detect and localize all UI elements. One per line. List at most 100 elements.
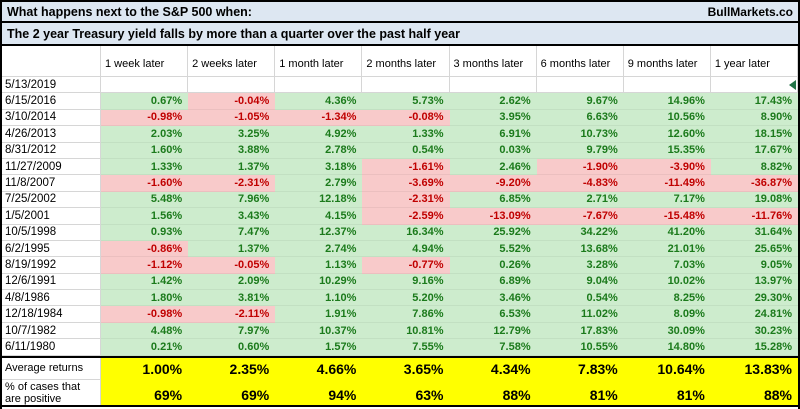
return-cell[interactable]: 21.01% [623, 240, 711, 258]
return-cell[interactable]: -15.48% [623, 208, 711, 225]
average-return-cell[interactable]: 2.35% [188, 357, 276, 380]
return-cell[interactable]: 10.81% [362, 322, 450, 340]
return-cell[interactable]: 12.37% [275, 224, 363, 241]
return-cell[interactable]: 0.26% [449, 257, 537, 274]
return-cell[interactable]: 3.25% [188, 126, 276, 143]
return-cell[interactable]: 8.25% [623, 290, 711, 307]
return-cell[interactable]: 17.67% [710, 142, 798, 159]
return-cell[interactable]: -11.76% [710, 208, 798, 225]
return-cell[interactable]: -1.05% [188, 109, 276, 127]
return-cell[interactable]: 30.23% [710, 322, 798, 340]
return-cell[interactable]: 14.96% [623, 93, 711, 110]
return-cell[interactable]: 15.35% [623, 142, 711, 159]
return-cell[interactable]: 2.46% [449, 158, 537, 176]
return-cell[interactable]: -1.60% [101, 175, 189, 192]
return-cell[interactable]: -0.98% [101, 109, 189, 127]
return-cell[interactable]: -0.86% [101, 240, 189, 258]
return-cell[interactable]: 12.79% [449, 322, 537, 340]
date-cell[interactable]: 7/25/2002 [2, 191, 101, 209]
return-cell[interactable]: 14.80% [623, 339, 711, 356]
return-cell[interactable]: 10.73% [536, 126, 624, 143]
return-cell[interactable] [623, 77, 711, 94]
date-cell[interactable]: 6/2/1995 [2, 240, 101, 258]
return-cell[interactable]: 2.78% [275, 142, 363, 159]
return-cell[interactable]: 7.17% [623, 191, 711, 209]
return-cell[interactable]: 6.85% [449, 191, 537, 209]
return-cell[interactable]: 34.22% [536, 224, 624, 241]
return-cell[interactable]: 7.97% [188, 322, 276, 340]
return-cell[interactable]: 17.83% [536, 322, 624, 340]
return-cell[interactable]: 2.62% [449, 93, 537, 110]
return-cell[interactable] [449, 77, 537, 94]
return-cell[interactable]: -0.05% [188, 257, 276, 274]
date-cell[interactable]: 1/5/2001 [2, 208, 101, 225]
column-header[interactable]: 3 months later [449, 46, 537, 77]
return-cell[interactable]: 12.60% [623, 126, 711, 143]
return-cell[interactable]: 1.33% [101, 158, 189, 176]
return-cell[interactable]: 8.09% [623, 306, 711, 323]
column-header[interactable]: 1 year later [710, 46, 798, 77]
return-cell[interactable]: 17.43% [710, 93, 798, 110]
return-cell[interactable] [275, 77, 363, 94]
return-cell[interactable]: 7.96% [188, 191, 276, 209]
return-cell[interactable]: 31.64% [710, 224, 798, 241]
return-cell[interactable]: 3.95% [449, 109, 537, 127]
return-cell[interactable]: -2.11% [188, 306, 276, 323]
return-cell[interactable]: -0.08% [362, 109, 450, 127]
return-cell[interactable]: 2.74% [275, 240, 363, 258]
return-cell[interactable]: 30.09% [623, 322, 711, 340]
return-cell[interactable]: 19.08% [710, 191, 798, 209]
return-cell[interactable] [362, 77, 450, 94]
return-cell[interactable]: 18.15% [710, 126, 798, 143]
return-cell[interactable]: 0.21% [101, 339, 189, 356]
return-cell[interactable]: 3.81% [188, 290, 276, 307]
average-return-cell[interactable]: 3.65% [362, 357, 450, 380]
return-cell[interactable]: -1.90% [536, 158, 624, 176]
return-cell[interactable]: 9.05% [710, 257, 798, 274]
return-cell[interactable]: 1.60% [101, 142, 189, 159]
return-cell[interactable]: -9.20% [449, 175, 537, 192]
return-cell[interactable]: 10.29% [275, 273, 363, 291]
return-cell[interactable]: 13.68% [536, 240, 624, 258]
return-cell[interactable]: -4.83% [536, 175, 624, 192]
return-cell[interactable]: 2.71% [536, 191, 624, 209]
return-cell[interactable]: -36.87% [710, 175, 798, 192]
return-cell[interactable]: 12.18% [275, 191, 363, 209]
average-return-cell[interactable]: 13.83% [710, 357, 798, 380]
date-cell[interactable]: 4/8/1986 [2, 290, 101, 307]
return-cell[interactable]: -2.31% [362, 191, 450, 209]
return-cell[interactable]: 7.58% [449, 339, 537, 356]
return-cell[interactable]: 3.43% [188, 208, 276, 225]
return-cell[interactable]: 6.89% [449, 273, 537, 291]
return-cell[interactable]: 8.90% [710, 109, 798, 127]
return-cell[interactable]: 10.56% [623, 109, 711, 127]
average-return-cell[interactable]: 4.34% [449, 357, 537, 380]
percent-positive-cell[interactable]: 94% [275, 379, 363, 405]
return-cell[interactable]: 29.30% [710, 290, 798, 307]
return-cell[interactable]: -7.67% [536, 208, 624, 225]
return-cell[interactable]: -11.49% [623, 175, 711, 192]
return-cell[interactable]: 25.65% [710, 240, 798, 258]
return-cell[interactable]: 5.73% [362, 93, 450, 110]
date-cell[interactable]: 11/8/2007 [2, 175, 101, 192]
average-return-cell[interactable]: 7.83% [536, 357, 624, 380]
return-cell[interactable]: 6.53% [449, 306, 537, 323]
date-cell[interactable]: 8/19/1992 [2, 257, 101, 274]
return-cell[interactable]: 0.54% [362, 142, 450, 159]
column-header[interactable]: 6 months later [536, 46, 624, 77]
date-cell[interactable]: 12/18/1984 [2, 306, 101, 323]
return-cell[interactable]: 9.16% [362, 273, 450, 291]
return-cell[interactable]: 2.09% [188, 273, 276, 291]
return-cell[interactable]: 0.54% [536, 290, 624, 307]
return-cell[interactable]: 3.46% [449, 290, 537, 307]
average-return-cell[interactable]: 10.64% [623, 357, 711, 380]
return-cell[interactable]: 3.88% [188, 142, 276, 159]
corner-cell[interactable] [2, 46, 101, 77]
column-header[interactable]: 1 week later [101, 46, 189, 77]
return-cell[interactable]: 1.91% [275, 306, 363, 323]
return-cell[interactable] [536, 77, 624, 94]
return-cell[interactable]: 1.80% [101, 290, 189, 307]
return-cell[interactable]: 10.55% [536, 339, 624, 356]
return-cell[interactable]: -1.61% [362, 158, 450, 176]
return-cell[interactable]: 13.97% [710, 273, 798, 291]
